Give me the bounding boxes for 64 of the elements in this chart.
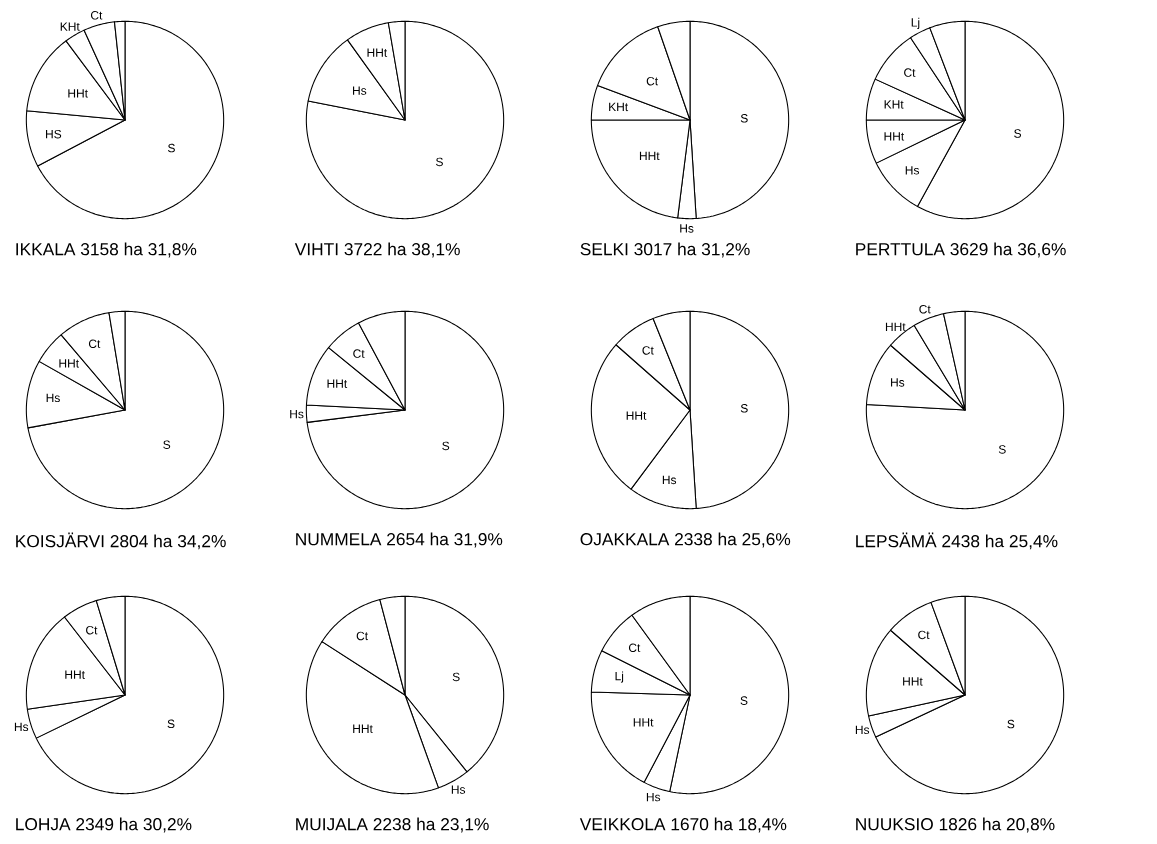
text: NUUKSIO 1826 ha 20,8%: [856, 817, 1055, 833]
text: IKKALA 3158 ha 31,8%: [16, 242, 197, 258]
slice-label: Hs: [855, 725, 870, 735]
slice-label: S: [442, 441, 450, 451]
slice-label: Ct: [628, 643, 641, 653]
slice-label: KHt: [609, 102, 629, 112]
slice-label: HS: [46, 129, 62, 139]
slice-label: HHt: [353, 724, 373, 733]
slice-label: Hs: [905, 166, 919, 175]
slice-label: Ct: [642, 346, 654, 355]
slice-label: Hs: [353, 86, 367, 95]
slice-label: Hs: [662, 475, 677, 485]
text: SELKI 3017 ha 31,2%: [580, 242, 750, 258]
slice-label: Ct: [919, 304, 931, 314]
text: LEPSÄMÄ 2438 ha 25,4%: [856, 532, 1058, 550]
slice-label: Lj: [615, 671, 624, 683]
text: OJAKKALA 2338 ha 25,6%: [580, 532, 791, 548]
slice-label: Hs: [680, 224, 694, 233]
slice-label: S: [1014, 129, 1022, 138]
slice-label: Hs: [451, 785, 466, 794]
slice-label: KHt: [60, 22, 80, 31]
slice-label: Ct: [353, 349, 365, 358]
slice-label: S: [740, 696, 748, 705]
slice-label: HHt: [903, 677, 923, 686]
slice-label: Hs: [891, 378, 905, 387]
slice-label: HHt: [327, 379, 348, 388]
slice-label: Ct: [90, 11, 103, 20]
slice-label: HHt: [884, 132, 905, 141]
text: NUMMELA 2654 ha 31,9%: [296, 532, 503, 548]
slice-label: HHt: [626, 411, 647, 420]
slice-label: Hs: [290, 409, 304, 419]
slice-label: Ct: [646, 76, 659, 86]
slice-label: HHt: [59, 359, 79, 368]
slice-label: Ct: [88, 339, 101, 349]
slice-label: S: [163, 440, 171, 449]
slice-label: S: [740, 114, 748, 123]
slice-label: HHt: [885, 322, 906, 331]
slice-label: HHt: [639, 151, 660, 161]
slice-label: Lj: [911, 17, 920, 30]
slice-label: HHt: [633, 718, 654, 727]
slice-label: HHt: [68, 89, 88, 98]
slice-label: S: [452, 672, 460, 682]
slice-label: KHt: [884, 100, 904, 109]
slice-label: Ct: [918, 630, 930, 640]
text: KOISJÄRVI 2804 ha 34,2%: [16, 532, 226, 550]
slice-label: S: [436, 157, 443, 167]
slice-label: S: [1007, 719, 1015, 729]
slice-label: HHt: [367, 48, 388, 57]
slice-label: Hs: [14, 722, 29, 732]
slice-label: Hs: [646, 792, 661, 802]
slice-label: Hs: [46, 393, 60, 403]
text: MUIJALA 2238 ha 23,1%: [296, 817, 489, 833]
text: PERTTULA 3629 ha 36,6%: [856, 242, 1066, 258]
slice-label: S: [998, 445, 1006, 454]
text: LOHJA 2349 ha 30,2%: [16, 817, 192, 833]
text: VEIKKOLA 1670 ha 18,4%: [579, 817, 787, 833]
slice-label: Ct: [86, 625, 98, 635]
slice-label: Ct: [356, 631, 368, 641]
slice-label: S: [167, 143, 175, 153]
text: VIHTI 3722 ha 38,1%: [294, 242, 460, 258]
slice-label: S: [740, 404, 748, 413]
slice-label: S: [167, 719, 175, 729]
slice-label: Ct: [904, 68, 916, 77]
slice-label: HHt: [65, 670, 85, 679]
